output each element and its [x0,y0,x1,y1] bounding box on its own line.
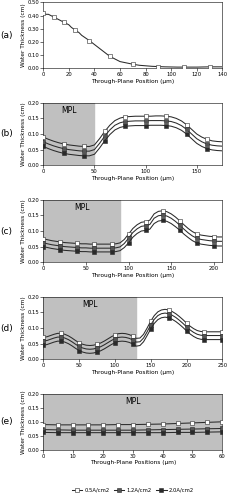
Bar [43,200,119,262]
Y-axis label: Water Thickness (cm): Water Thickness (cm) [21,296,26,360]
Y-axis label: Water Thickness (cm): Water Thickness (cm) [21,199,26,263]
Text: (e): (e) [0,417,13,426]
X-axis label: Through-Plane Positions (μm): Through-Plane Positions (μm) [89,460,175,465]
X-axis label: Through-Plane Position (μm): Through-Plane Position (μm) [91,176,174,181]
X-axis label: Through-Plane Position (μm): Through-Plane Position (μm) [91,79,174,84]
Legend: 0.5A/cm2, 1.2A/cm2, 2.0A/cm2: 0.5A/cm2, 1.2A/cm2, 2.0A/cm2 [72,488,193,493]
Y-axis label: Water Thickness (cm): Water Thickness (cm) [21,102,26,166]
Text: MPL: MPL [74,204,89,213]
X-axis label: Through-Plane Position (μm): Through-Plane Position (μm) [91,370,174,375]
Bar [43,103,94,165]
Text: (a): (a) [0,31,13,40]
X-axis label: Through-Plane Position (μm): Through-Plane Position (μm) [91,273,174,278]
Text: (d): (d) [0,324,13,333]
Y-axis label: Water Thickness (cm): Water Thickness (cm) [21,3,26,67]
Text: MPL: MPL [82,300,97,309]
Text: MPL: MPL [125,396,140,406]
Bar [43,297,136,359]
Text: (c): (c) [0,227,12,236]
Y-axis label: Water Thickness (cm): Water Thickness (cm) [21,390,26,454]
Text: (b): (b) [0,129,13,138]
Text: MPL: MPL [61,107,76,116]
